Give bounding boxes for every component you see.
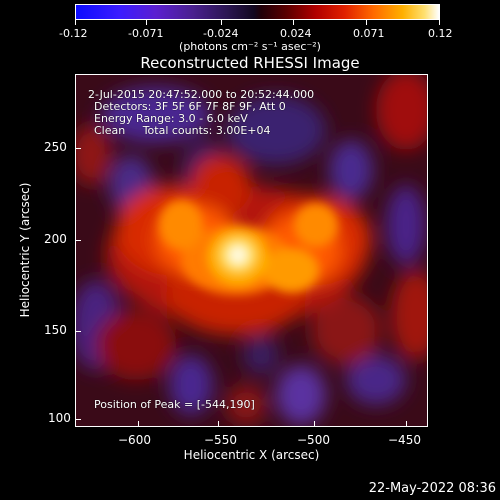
image-plot-area: 2-Jul-2015 20:47:52.000 to 20:52:44.000 … xyxy=(75,74,428,427)
peak-position-label: Position of Peak = [-544,190] xyxy=(94,398,255,411)
x-tick xyxy=(406,421,407,427)
x-tick-label: −500 xyxy=(297,433,330,447)
colorbar-tick-label: -0.071 xyxy=(128,27,164,40)
time-range-label: 2-Jul-2015 20:47:52.000 to 20:52:44.000 xyxy=(88,88,315,101)
y-tick xyxy=(75,148,81,149)
y-tick-label: 200 xyxy=(44,232,67,246)
colorbar-tick xyxy=(366,20,367,25)
y-tick-label: 150 xyxy=(44,323,67,337)
x-tick-label: −450 xyxy=(388,433,421,447)
colorbar-tick-label: 0.12 xyxy=(428,27,453,40)
x-tick-label: −550 xyxy=(204,433,237,447)
colorbar xyxy=(75,4,440,20)
y-tick-label: 250 xyxy=(44,140,67,154)
plot-title: Reconstructed RHESSI Image xyxy=(140,54,360,72)
x-tick-label: −600 xyxy=(118,433,151,447)
detectors-label: Detectors: 3F 5F 6F 7F 8F 9F, Att 0 xyxy=(94,100,286,113)
y-tick xyxy=(75,419,81,420)
colorbar-units: (photons cm⁻² s⁻¹ asec⁻²) xyxy=(179,40,321,53)
y-tick xyxy=(75,331,81,332)
clean-counts-label: Clean Total counts: 3.00E+04 xyxy=(94,124,271,137)
colorbar-tick xyxy=(146,20,147,25)
colorbar-tick-label: 0.071 xyxy=(353,27,385,40)
x-axis-title: Heliocentric X (arcsec) xyxy=(183,448,320,462)
x-tick xyxy=(218,421,219,427)
y-tick xyxy=(75,240,81,241)
rhessi-image xyxy=(76,75,427,426)
colorbar-tick-label: -0.024 xyxy=(203,27,239,40)
energy-range-label: Energy Range: 3.0 - 6.0 keV xyxy=(94,112,248,125)
colorbar-tick-label: 0.024 xyxy=(280,27,312,40)
colorbar-tick-label: -0.12 xyxy=(59,27,88,40)
colorbar-tick xyxy=(75,20,76,25)
colorbar-tick xyxy=(221,20,222,25)
colorbar-tick xyxy=(439,20,440,25)
y-tick-label: 100 xyxy=(48,411,71,425)
x-tick xyxy=(138,421,139,427)
x-tick xyxy=(314,421,315,427)
y-axis-title: Heliocentric Y (arcsec) xyxy=(18,182,32,318)
timestamp: 22-May-2022 08:36 xyxy=(368,481,496,496)
colorbar-tick xyxy=(293,20,294,25)
